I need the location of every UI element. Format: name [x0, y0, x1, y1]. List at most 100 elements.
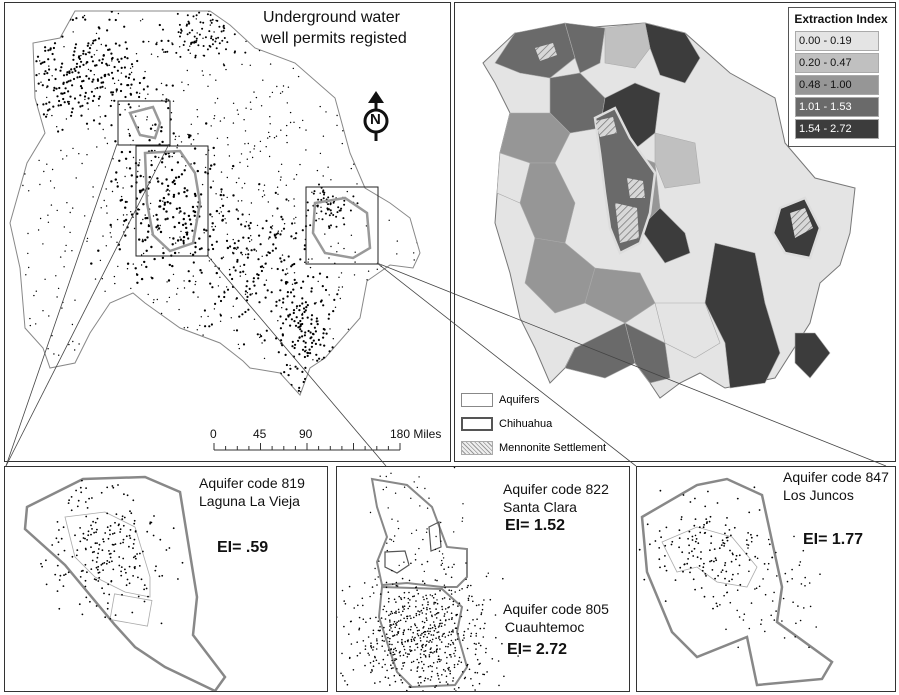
well-dot	[404, 110, 406, 113]
well-dot	[291, 263, 294, 266]
well-dot	[323, 344, 326, 347]
well-dot	[15, 158, 17, 160]
well-dot	[145, 587, 148, 590]
well-dot	[786, 580, 789, 583]
well-dot	[435, 685, 437, 687]
well-dot	[144, 238, 147, 242]
well-dot	[172, 527, 175, 530]
well-dot	[462, 503, 464, 505]
well-dot	[211, 43, 214, 46]
well-dot	[372, 646, 375, 648]
well-dot	[18, 50, 21, 53]
well-dot	[424, 650, 427, 652]
well-dot	[141, 240, 144, 243]
well-dot	[699, 531, 702, 534]
well-dot	[285, 308, 288, 311]
well-dot	[137, 170, 139, 173]
well-dot	[125, 535, 128, 538]
well-dot	[117, 12, 120, 15]
well-dot	[489, 598, 492, 601]
well-dot	[454, 591, 456, 593]
well-dot	[78, 603, 81, 606]
well-dot	[157, 227, 161, 230]
well-dot	[224, 218, 226, 220]
well-dot	[363, 582, 366, 584]
well-dot	[187, 270, 190, 273]
well-dot	[404, 652, 407, 654]
well-dot	[72, 54, 75, 57]
well-dot	[105, 62, 108, 65]
well-dot	[245, 247, 248, 250]
well-dot	[342, 217, 345, 220]
well-dot	[423, 653, 425, 656]
well-dot	[132, 556, 135, 559]
well-dot	[161, 157, 164, 160]
well-dot	[207, 85, 209, 88]
well-dot	[109, 618, 112, 620]
well-dot	[445, 681, 448, 683]
well-dot	[452, 603, 454, 606]
aquifer-outline-805-822-thick	[593, 106, 657, 255]
well-dot	[758, 509, 761, 511]
well-dot	[387, 636, 389, 639]
well-dot	[258, 402, 259, 403]
well-dot	[418, 547, 420, 550]
well-dot	[97, 548, 100, 550]
well-dot	[133, 519, 136, 522]
well-dot	[322, 189, 325, 192]
well-dot	[104, 114, 107, 118]
well-dot	[485, 651, 487, 654]
well-dot	[771, 600, 774, 602]
well-dot	[293, 278, 296, 281]
well-dot	[241, 254, 243, 256]
well-dot	[61, 128, 64, 131]
well-dot	[215, 271, 218, 275]
well-dot	[396, 240, 398, 242]
well-dot	[110, 124, 113, 127]
well-dot	[81, 162, 83, 165]
well-dot	[140, 189, 143, 192]
well-dot	[85, 596, 88, 599]
well-dot	[416, 670, 418, 672]
well-dot	[152, 301, 155, 304]
well-dot	[161, 140, 164, 144]
well-dot	[388, 614, 390, 617]
well-dot	[455, 614, 457, 617]
well-dot	[736, 609, 738, 612]
well-dot	[310, 314, 314, 317]
well-dot	[353, 274, 356, 276]
well-dot	[84, 579, 87, 582]
well-dot	[426, 178, 427, 179]
well-dot	[82, 63, 85, 66]
well-dot	[218, 25, 221, 28]
well-dot	[340, 672, 342, 675]
well-dot	[132, 78, 136, 81]
inset-822-ei: EI= 1.52	[505, 517, 566, 534]
well-dot	[63, 46, 65, 48]
well-dot	[349, 209, 352, 212]
well-dot	[68, 71, 71, 75]
well-dot	[414, 636, 416, 639]
well-dot	[301, 302, 304, 305]
well-dot	[392, 651, 394, 654]
well-dot	[409, 650, 412, 653]
well-dot	[248, 287, 251, 290]
well-dot	[416, 633, 419, 635]
well-dot	[31, 133, 33, 135]
well-dot	[191, 253, 195, 256]
well-dot	[295, 174, 298, 176]
well-dot	[431, 641, 433, 643]
well-dot	[431, 389, 432, 390]
well-dot	[100, 423, 101, 424]
mennonite-settlement-805	[615, 203, 639, 243]
well-dot	[383, 626, 385, 629]
well-dot	[302, 307, 306, 310]
well-dot	[225, 239, 229, 242]
well-dot	[747, 544, 750, 546]
well-dot	[128, 133, 130, 135]
well-dot	[104, 290, 106, 292]
well-dot	[688, 544, 690, 547]
well-dot	[219, 314, 222, 317]
well-dot	[192, 139, 195, 141]
well-dot	[420, 609, 423, 612]
